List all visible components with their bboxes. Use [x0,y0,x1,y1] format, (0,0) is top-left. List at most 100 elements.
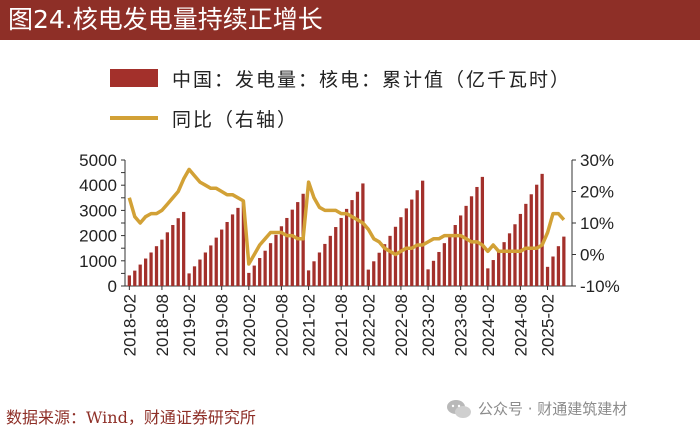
bar [220,229,224,286]
bar [323,243,327,286]
x-tick-label: 2023-08 [452,294,471,356]
watermark: 公众号 · 财通建筑建材 [446,398,627,419]
right-tick-label: 30% [580,151,614,170]
x-tick-label: 2025-02 [539,294,558,356]
x-tick-label: 2024-08 [511,294,530,356]
chart-title-bar: 图24.核电发电量持续正增长 [0,0,700,40]
bar-series [127,173,566,286]
left-tick-label: 5000 [79,151,117,170]
bar [268,243,273,286]
bar [203,252,208,286]
bar [154,246,159,286]
bar [127,275,131,286]
x-tick-label: 2022-08 [392,294,411,356]
bar [524,203,528,286]
left-tick-label: 3000 [79,201,117,220]
bar [198,259,202,286]
wechat-icon [447,399,471,418]
legend-entry-line: 同比（右轴） [110,98,571,138]
bar [138,264,142,286]
bar [133,270,137,286]
right-tick-label: 10% [580,214,614,233]
legend-line-swatch [110,116,158,120]
tick-labels: 0 1000 2000 3000 4000 5000 -10% 0% 10% 20% 30% 2018… [79,151,620,356]
bar [182,211,186,286]
left-tick-label: 2000 [79,227,117,246]
bar [144,258,148,286]
bar [209,245,213,286]
bar [344,208,349,286]
source-note: 数据来源：Wind，财通证券研究所 [6,408,256,427]
x-tick-label: 2019-08 [213,294,232,356]
bar [290,209,294,286]
bar [350,200,354,286]
bar [312,261,316,286]
bar [214,237,218,286]
bar [486,268,490,286]
page-title: 图24.核电发电量持续正增长 [8,5,323,34]
legend-line-label: 同比（右轴） [172,108,299,131]
bar [491,260,495,286]
bar [317,252,322,286]
chart-axes [121,159,576,290]
bar [556,246,561,286]
x-tick-label: 2021-08 [332,294,351,356]
bar [545,266,550,286]
watermark-text: 公众号 · 财通建筑建材 [478,400,628,418]
x-tick-label: 2019-02 [180,294,199,356]
x-tick-label: 2021-02 [300,294,319,356]
bar [160,239,164,286]
chart-legend: 中国：发电量：核电：累计值（亿千瓦时） 同比（右轴） [110,58,571,138]
bar [361,183,365,286]
bar [480,176,485,286]
legend-bar-swatch [110,69,158,87]
x-tick-label: 2018-02 [120,294,139,356]
bar [225,221,229,286]
bar [192,266,197,286]
bar [437,251,441,286]
bar [377,252,381,286]
legend-bars-label: 中国：发电量：核电：累计值（亿千瓦时） [172,68,572,91]
bar [279,226,284,286]
bar [475,186,479,286]
left-tick-label: 0 [108,277,117,296]
bar [448,234,452,286]
bar [426,269,430,286]
bar [382,244,387,286]
bar [388,235,392,286]
line-series [127,167,566,266]
bar [247,272,251,286]
bar [421,180,425,286]
bar [562,236,566,286]
bar [355,191,360,286]
bar [334,227,338,286]
bar [502,242,506,286]
bar [415,190,419,286]
legend-entry-bars: 中国：发电量：核电：累计值（亿千瓦时） [110,58,571,98]
left-tick-label: 4000 [79,176,117,195]
bar [393,226,398,286]
yoy-line [127,167,566,266]
bar [459,215,463,286]
bar [258,258,262,286]
bar [187,273,191,286]
bar [410,199,414,286]
bar [241,201,246,286]
bar [274,234,278,286]
x-tick-label: 2020-02 [240,294,259,356]
bar [442,243,446,286]
bar [372,261,376,286]
bar [366,269,370,286]
right-tick-label: 20% [580,183,614,202]
x-tick-label: 2024-02 [479,294,498,356]
bar [529,194,533,286]
bar [263,250,267,286]
bar [176,218,180,286]
right-tick-label: 0% [580,246,605,265]
bar [431,260,436,286]
bar [171,225,175,286]
x-tick-label: 2020-08 [272,294,291,356]
bar [306,270,311,286]
bar [149,252,153,286]
bar [540,173,544,286]
